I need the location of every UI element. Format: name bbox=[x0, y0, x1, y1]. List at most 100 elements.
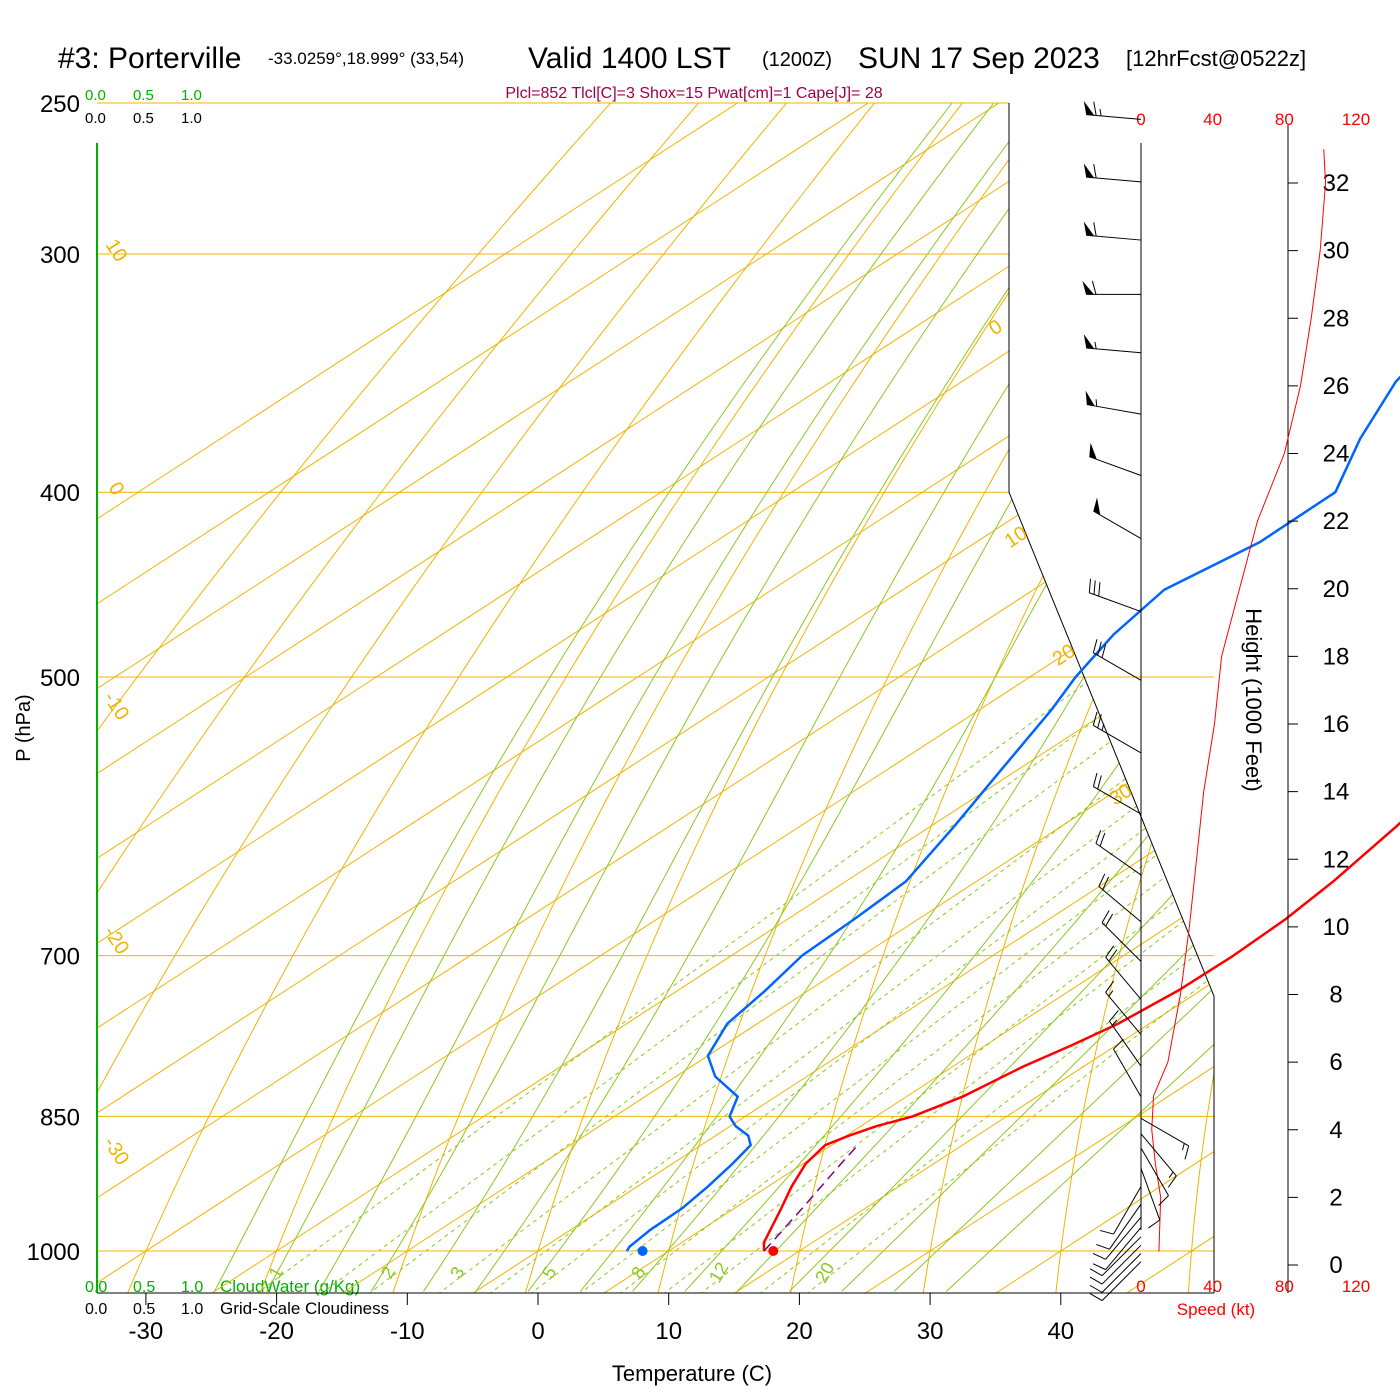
moist-adiabat bbox=[579, 103, 1214, 1292]
mixing-ratio-line bbox=[656, 491, 1214, 1293]
isotherm-label: 30 bbox=[1106, 780, 1137, 811]
isotherm-line bbox=[97, 103, 1214, 1293]
wind-barb-staff bbox=[1140, 1133, 1177, 1177]
wind-barb-staff bbox=[1089, 456, 1142, 476]
wind-barb-staff bbox=[1105, 992, 1142, 1035]
wind-barb bbox=[1140, 1133, 1177, 1188]
wind-barb-flag bbox=[1167, 1175, 1177, 1188]
wind-barb bbox=[1083, 334, 1142, 354]
height-tick-label: 30 bbox=[1323, 238, 1350, 265]
wind-barb-staff bbox=[1086, 404, 1142, 415]
wind-barb-staff bbox=[1093, 724, 1142, 754]
wind-barb-flag bbox=[1109, 1010, 1119, 1022]
moist-adiabat bbox=[213, 103, 953, 1292]
mixing-ratio-line bbox=[572, 491, 1214, 1293]
isotherm-line bbox=[831, 103, 1214, 1293]
wind-barb-staff bbox=[1140, 1147, 1169, 1196]
cloudiness-scale-tick: 1.0 bbox=[181, 110, 202, 127]
wind-barb-half-flag bbox=[1095, 399, 1098, 407]
wind-barb-flag bbox=[1148, 1219, 1161, 1229]
pressure-tick-label: 250 bbox=[40, 91, 80, 118]
wind-barb-flag bbox=[1092, 1252, 1106, 1260]
wind-barb-staff bbox=[1095, 842, 1142, 876]
wind-barb bbox=[1083, 221, 1142, 241]
surface-dewpoint bbox=[637, 1246, 648, 1256]
wind-barb-flag bbox=[1105, 945, 1115, 958]
mixing-ratio-label: 3 bbox=[446, 1263, 468, 1282]
wind-barb-half-flag bbox=[1099, 108, 1102, 116]
wind-barb-half-flag bbox=[1111, 1019, 1118, 1026]
wind-barb-half-flag bbox=[1108, 990, 1114, 997]
wind-barb-flag bbox=[1092, 711, 1098, 726]
wind-barb bbox=[1109, 1010, 1142, 1067]
wind-barb-flag bbox=[1097, 775, 1102, 790]
height-axis-label: Height (1000 Feet) bbox=[1241, 608, 1266, 791]
isotherm-line bbox=[97, 103, 1214, 1293]
wind-barb-flag bbox=[1088, 578, 1092, 593]
wind-barb-flag bbox=[1089, 1284, 1103, 1293]
wind-barb-staff bbox=[1101, 1261, 1142, 1301]
wind-speed-profile bbox=[1151, 149, 1327, 1252]
wind-barb-flag bbox=[1113, 1038, 1124, 1050]
wind-barb bbox=[1099, 1186, 1142, 1235]
moist-adiabat bbox=[475, 103, 1195, 1292]
moist-adiabat bbox=[632, 103, 1214, 1292]
isotherm-line bbox=[308, 103, 1214, 1293]
wind-barb-pennant bbox=[1083, 334, 1095, 349]
wind-barb bbox=[1096, 1203, 1142, 1250]
wind-barb-flag bbox=[1092, 639, 1098, 653]
isotherm-line bbox=[97, 103, 1214, 1293]
wind-barb-flag bbox=[1097, 641, 1102, 656]
speed-axis-label: Speed (kt) bbox=[1177, 1300, 1255, 1319]
wind-barb-staff bbox=[1093, 786, 1142, 815]
wind-barb-flag bbox=[1099, 832, 1106, 847]
plot-frame bbox=[96, 103, 1215, 1294]
wind-barb bbox=[1092, 639, 1142, 681]
wind-barb-staff bbox=[1101, 922, 1142, 962]
isotherm-line bbox=[97, 103, 1214, 1293]
speed-tick-label: 40 bbox=[1203, 1277, 1222, 1296]
cloud-scale-tick: 1.0 bbox=[181, 1279, 203, 1296]
wind-barb-staff bbox=[1101, 1253, 1142, 1293]
isotherm-label: 10 bbox=[1001, 522, 1032, 553]
moist-adiabat bbox=[527, 103, 1214, 1292]
wind-barb bbox=[1089, 1253, 1142, 1293]
wind-barb-flag bbox=[1105, 913, 1114, 927]
wind-barb-pennant bbox=[1085, 390, 1095, 406]
wind-barb-staff bbox=[1105, 956, 1142, 1000]
wind-barb-flag bbox=[1089, 1268, 1103, 1277]
dry-adiabat bbox=[97, 103, 816, 1293]
wind-barb-pennant bbox=[1089, 442, 1097, 460]
wind-barb-flag bbox=[1102, 876, 1110, 890]
wind-barb bbox=[1083, 163, 1142, 183]
height-tick-label: 10 bbox=[1323, 914, 1350, 941]
wind-barb-pennant bbox=[1083, 100, 1095, 116]
moist-adiabat bbox=[266, 103, 995, 1292]
mixing-ratio-line bbox=[692, 491, 1214, 1293]
wind-barb-staff bbox=[1113, 1186, 1142, 1235]
temp-tick-label: -20 bbox=[259, 1318, 294, 1345]
wind-barb-flag bbox=[1089, 1293, 1103, 1302]
isotherm-label: 20 bbox=[1049, 640, 1080, 671]
wind-barb-staff bbox=[1109, 1020, 1142, 1067]
speed-tick-label: 120 bbox=[1342, 110, 1370, 129]
isotherm-line bbox=[97, 103, 921, 1293]
mixing-ratio-line bbox=[612, 491, 1214, 1293]
pressure-tick-label: 700 bbox=[40, 944, 80, 971]
speed-tick-label: 0 bbox=[1136, 1277, 1145, 1296]
wind-barb-flag bbox=[1092, 1263, 1106, 1271]
wind-barb-flag bbox=[1098, 582, 1101, 597]
wind-barb-flag bbox=[1184, 1145, 1190, 1160]
mixing-ratio-label: 5 bbox=[538, 1263, 560, 1282]
wind-barb bbox=[1092, 711, 1142, 754]
wind-barb bbox=[1140, 1168, 1161, 1229]
isotherm-line bbox=[97, 103, 1214, 1293]
mixing-ratio-line bbox=[430, 491, 1214, 1293]
height-tick-label: 16 bbox=[1323, 711, 1350, 738]
wind-barb-flag bbox=[1091, 280, 1097, 295]
pressure-tick-label: 400 bbox=[40, 480, 80, 507]
wind-barb bbox=[1085, 390, 1142, 415]
wind-barb bbox=[1092, 772, 1142, 815]
wind-barb bbox=[1105, 945, 1142, 1000]
